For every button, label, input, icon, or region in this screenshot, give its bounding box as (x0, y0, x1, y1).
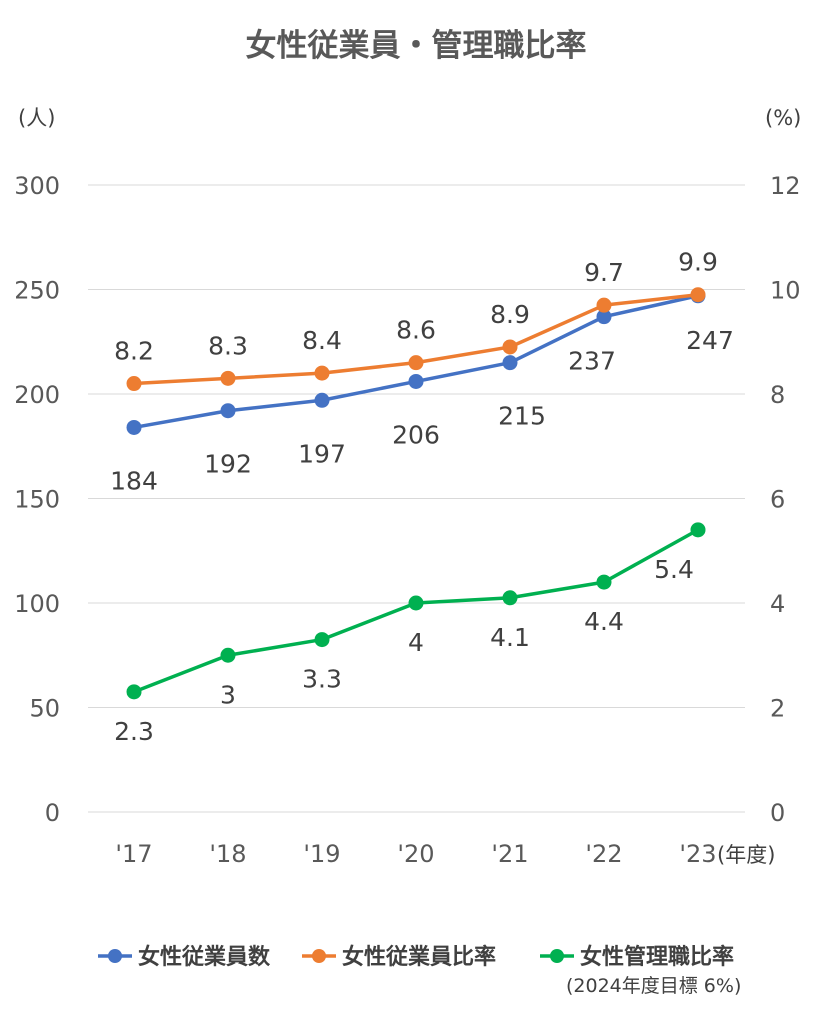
data-label: 8.3 (208, 331, 248, 360)
data-label: 9.7 (584, 258, 624, 287)
data-label: 3 (220, 680, 236, 709)
x-axis-tick-label: '18 (209, 840, 246, 868)
right-axis-tick-label: 6 (770, 486, 785, 514)
data-label: 9.9 (678, 248, 718, 277)
data-point (220, 403, 236, 419)
data-point (690, 522, 706, 538)
series-layer: 184 192 197 206 215 237 247 8.2 8.3 8.4 8.6 8.9 9.7 9… (110, 248, 734, 746)
data-label: 184 (110, 466, 158, 495)
left-axis-tick-label: 300 (14, 172, 60, 200)
data-point (408, 373, 424, 389)
legend-label: 女性従業員比率 (342, 944, 496, 970)
legend-label: 女性管理職比率 (580, 944, 734, 970)
right-axis-tick-label: 8 (770, 381, 785, 409)
legend-item: 女性管理職比率 (540, 944, 734, 970)
data-label: 4.4 (584, 607, 624, 636)
grid-layer (88, 184, 745, 813)
x-axis-tick-label: '17 (115, 840, 152, 868)
legend-note: (2024年度目標 6%) (566, 975, 741, 997)
legend-label: 女性従業員数 (138, 944, 271, 970)
data-label: 2.3 (114, 717, 154, 746)
right-axis-unit: (%) (765, 106, 801, 130)
series-3: 2.3 3 3.3 4 4.1 4.4 5.4 (114, 522, 706, 746)
data-point (502, 339, 518, 355)
right-axis-tick-label: 12 (770, 172, 801, 200)
data-point (596, 574, 612, 590)
data-point (408, 355, 424, 371)
data-point (596, 309, 612, 325)
data-label: 4.1 (490, 623, 530, 652)
data-point (126, 376, 142, 392)
left-axis-tick-label: 100 (14, 590, 60, 618)
data-point (220, 370, 236, 386)
left-axis-tick-label: 0 (45, 799, 60, 827)
x-axis-tick-label: '21 (491, 840, 528, 868)
left-axis-unit: (人) (18, 106, 55, 130)
data-label: 8.6 (396, 316, 436, 345)
data-point (502, 355, 518, 371)
legend-dot-marker (550, 949, 564, 963)
data-label: 3.3 (302, 665, 342, 694)
series-2: 8.2 8.3 8.4 8.6 8.9 9.7 9.9 (114, 248, 718, 392)
data-point (126, 684, 142, 700)
left-axis-tick-label: 150 (14, 486, 60, 514)
right-axis-tick-label: 2 (770, 695, 785, 723)
legend: 女性従業員数 女性従業員比率 女性管理職比率 (98, 944, 734, 970)
left-axis-tick-label: 50 (29, 695, 60, 723)
x-axis-tick-label: '22 (585, 840, 622, 868)
x-axis-unit: (年度) (717, 843, 775, 867)
legend-item: 女性従業員比率 (302, 944, 496, 970)
data-label: 8.2 (114, 337, 154, 366)
data-point (690, 287, 706, 303)
legend-dot-marker (108, 949, 122, 963)
right-axis-tick-label: 4 (770, 590, 785, 618)
data-label: 247 (686, 326, 734, 355)
legend-dot-marker (312, 949, 326, 963)
x-axis-tick-label: '20 (397, 840, 434, 868)
left-axis-tick-label: 250 (14, 277, 60, 305)
data-label: 206 (392, 420, 440, 449)
data-point (314, 392, 330, 408)
data-point (408, 595, 424, 611)
axis-layer: 0 50 100 150 200 250 300 0 2 4 6 8 10 12 '17 '18 '19 '20 '… (14, 172, 800, 868)
data-label: 192 (204, 450, 252, 479)
data-label: 8.9 (490, 300, 530, 329)
data-label: 237 (568, 347, 616, 376)
data-label: 215 (498, 402, 546, 431)
data-point (314, 632, 330, 648)
right-axis-tick-label: 10 (770, 277, 801, 305)
chart-title: 女性従業員・管理職比率 (246, 28, 587, 64)
data-label: 197 (298, 439, 346, 468)
left-axis-tick-label: 200 (14, 381, 60, 409)
x-axis-tick-label: '23 (679, 840, 716, 868)
data-label: 5.4 (654, 555, 694, 584)
data-point (126, 419, 142, 435)
x-axis-tick-label: '19 (303, 840, 340, 868)
data-point (502, 590, 518, 606)
right-axis-tick-label: 0 (770, 799, 785, 827)
data-point (220, 647, 236, 663)
data-label: 8.4 (302, 326, 342, 355)
data-label: 4 (408, 628, 424, 657)
data-point (314, 365, 330, 381)
legend-item: 女性従業員数 (98, 944, 271, 970)
data-point (596, 297, 612, 313)
